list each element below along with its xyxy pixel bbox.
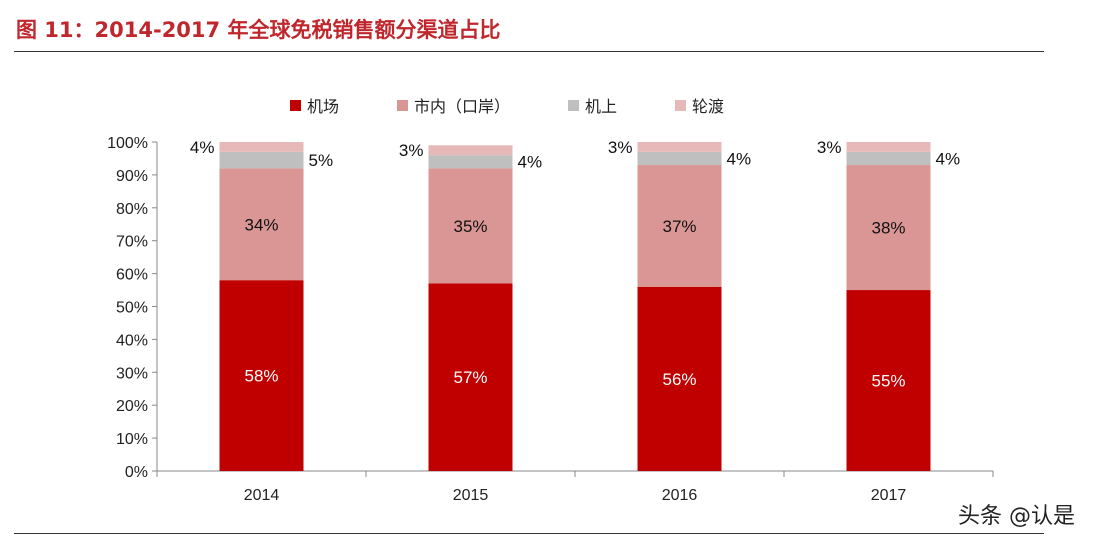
data-label: 3% bbox=[608, 138, 633, 157]
data-label: 4% bbox=[727, 149, 752, 168]
legend-item: 机场 bbox=[290, 93, 339, 117]
legend-label: 机上 bbox=[585, 97, 618, 116]
y-tick-label: 10% bbox=[116, 431, 148, 448]
x-tick-label: 2014 bbox=[244, 487, 280, 504]
data-label: 37% bbox=[662, 217, 696, 236]
legend-swatch bbox=[568, 99, 580, 111]
legend: 机场 市内（口岸） 机上 轮渡 bbox=[290, 93, 724, 117]
bar-segment bbox=[428, 155, 513, 169]
bar-segment bbox=[846, 290, 931, 471]
data-label: 58% bbox=[244, 367, 278, 386]
bar-segment bbox=[637, 151, 722, 166]
data-label: 3% bbox=[399, 141, 424, 160]
legend-swatch bbox=[290, 99, 301, 111]
y-tick-label: 50% bbox=[116, 300, 148, 317]
bar-segment bbox=[846, 165, 931, 291]
data-label: 57% bbox=[453, 368, 487, 387]
chart-title: 图 11：2014-2017 年全球免税销售额分渠道占比 bbox=[16, 18, 501, 42]
data-label: 4% bbox=[190, 138, 215, 157]
data-label: 55% bbox=[871, 372, 905, 391]
x-tick-label: 2016 bbox=[662, 487, 698, 504]
x-tick-label: 2017 bbox=[871, 487, 907, 504]
bar-segment bbox=[428, 283, 513, 471]
bar-segment bbox=[846, 142, 931, 152]
bar-segment bbox=[846, 151, 931, 166]
bar-segment bbox=[219, 151, 304, 169]
data-label: 3% bbox=[817, 138, 842, 157]
y-tick-label: 30% bbox=[116, 365, 148, 382]
data-label: 56% bbox=[662, 370, 696, 389]
y-tick-label: 80% bbox=[116, 201, 148, 218]
bar-segment bbox=[219, 168, 304, 281]
y-tick-label: 20% bbox=[116, 398, 148, 415]
legend-label: 轮渡 bbox=[692, 97, 725, 116]
bar-segment bbox=[637, 286, 722, 471]
legend-item: 市内（口岸） bbox=[397, 93, 510, 117]
y-tick-label: 90% bbox=[116, 168, 148, 185]
bottom-rule bbox=[14, 533, 1044, 534]
y-tick-label: 100% bbox=[107, 135, 148, 152]
legend-swatch bbox=[675, 99, 687, 111]
legend-swatch bbox=[397, 99, 409, 111]
data-label: 4% bbox=[518, 153, 543, 172]
legend-item: 机上 bbox=[568, 93, 617, 117]
data-label: 35% bbox=[453, 217, 487, 236]
legend-label: 市内（口岸） bbox=[414, 97, 511, 116]
bar-segment bbox=[219, 280, 304, 471]
legend-label: 机场 bbox=[307, 97, 340, 116]
data-label: 5% bbox=[309, 151, 334, 170]
bar-segment bbox=[637, 165, 722, 287]
bar-segment bbox=[219, 142, 304, 152]
bar-segment bbox=[428, 145, 513, 156]
y-tick-label: 60% bbox=[116, 267, 148, 284]
bar-segment bbox=[637, 142, 722, 152]
top-rule bbox=[14, 51, 1044, 52]
legend-item: 轮渡 bbox=[675, 93, 724, 117]
watermark: 头条 @认是 bbox=[958, 504, 1075, 529]
data-label: 34% bbox=[244, 215, 278, 234]
y-tick-label: 0% bbox=[125, 464, 148, 481]
y-tick-label: 40% bbox=[116, 332, 148, 349]
x-tick-label: 2015 bbox=[453, 487, 489, 504]
data-label: 38% bbox=[871, 219, 905, 238]
bar-segment bbox=[428, 168, 513, 284]
data-label: 4% bbox=[936, 149, 961, 168]
y-tick-label: 70% bbox=[116, 234, 148, 251]
